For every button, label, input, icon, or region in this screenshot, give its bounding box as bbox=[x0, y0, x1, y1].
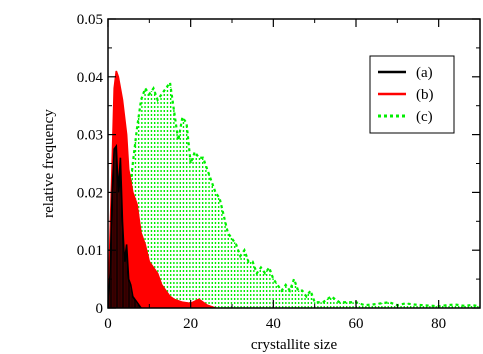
x-tick-label: 0 bbox=[104, 316, 112, 332]
x-axis-label: crystallite size bbox=[251, 337, 338, 353]
y-tick-label: 0.04 bbox=[77, 70, 104, 86]
legend-label: (c) bbox=[416, 109, 433, 125]
legend-label: (a) bbox=[416, 65, 433, 81]
x-tick-label: 40 bbox=[266, 316, 281, 332]
y-tick-label: 0.01 bbox=[77, 243, 103, 259]
x-tick-label: 80 bbox=[431, 316, 446, 332]
y-tick-label: 0 bbox=[96, 301, 104, 317]
legend: (a) (b) (c) bbox=[370, 56, 454, 133]
x-tick-label: 20 bbox=[183, 316, 198, 332]
y-tick-label: 0.03 bbox=[77, 128, 103, 144]
legend-label: (b) bbox=[416, 87, 434, 103]
y-tick-label: 0.05 bbox=[77, 12, 103, 28]
y-tick-label: 0.02 bbox=[77, 185, 103, 201]
y-axis-label: relative frequency bbox=[41, 109, 57, 218]
x-tick-label: 60 bbox=[349, 316, 364, 332]
